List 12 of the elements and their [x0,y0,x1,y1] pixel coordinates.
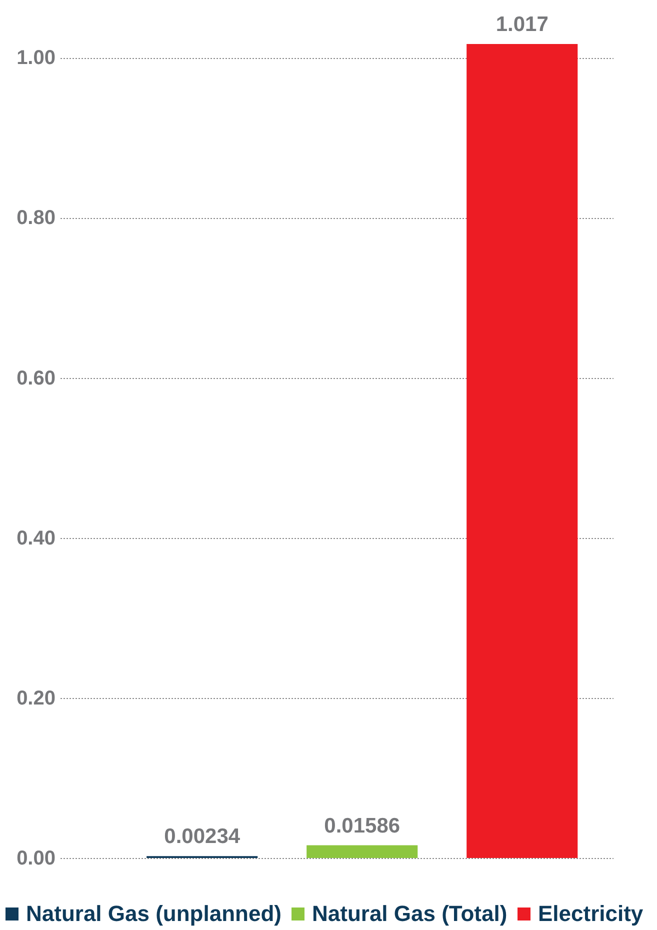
legend-label: Electricity [538,901,644,926]
y-tick-label: 1.00 [16,47,56,70]
legend-label: Natural Gas (Total) [312,901,508,926]
legend-label: Natural Gas (unplanned) [26,901,282,926]
data-label: 1.017 [496,13,548,36]
data-label: 0.01586 [324,814,400,838]
data-label: 0.00234 [164,825,240,848]
y-tick-label: 0.40 [16,527,56,550]
y-tick-label: 0.60 [16,367,56,390]
y-tick-label: 0.80 [16,207,56,230]
y-tick-label: 0.20 [16,687,56,710]
y-tick-label: 0.00 [16,848,56,870]
